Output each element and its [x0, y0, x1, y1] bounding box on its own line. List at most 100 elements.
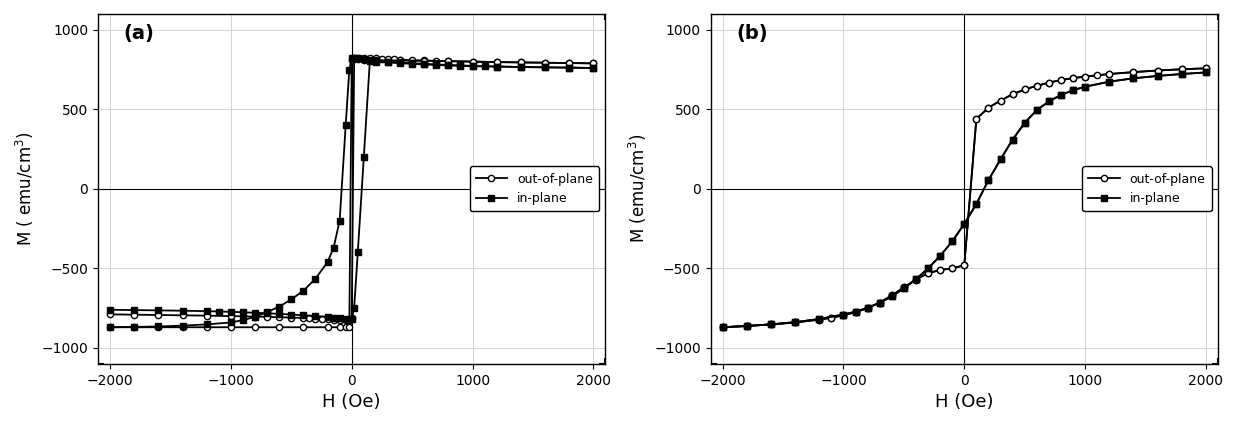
in-plane [1017, 120, 1032, 125]
out-of-plane [908, 277, 923, 282]
out-of-plane [175, 325, 190, 330]
in-plane [271, 304, 286, 309]
out-of-plane [513, 60, 528, 65]
in-plane [453, 63, 468, 68]
out-of-plane [489, 60, 504, 65]
out-of-plane [320, 325, 335, 330]
in-plane [969, 201, 984, 207]
Line: in-plane: in-plane [720, 69, 1209, 330]
Line: in-plane: in-plane [107, 54, 596, 330]
Text: (b): (b) [736, 24, 768, 43]
out-of-plane [374, 56, 389, 61]
out-of-plane [405, 58, 420, 63]
in-plane [1005, 137, 1020, 142]
in-plane [126, 324, 141, 329]
out-of-plane [994, 98, 1009, 103]
X-axis label: H (Oe): H (Oe) [935, 393, 994, 411]
out-of-plane [296, 325, 311, 330]
out-of-plane [387, 57, 401, 62]
Text: (a): (a) [124, 24, 155, 43]
in-plane [326, 245, 341, 250]
in-plane [812, 317, 826, 322]
in-plane [1101, 79, 1116, 84]
Line: out-of-plane: out-of-plane [107, 54, 596, 330]
out-of-plane [1101, 71, 1116, 76]
out-of-plane [788, 320, 803, 325]
in-plane [1198, 70, 1213, 75]
out-of-plane [103, 325, 118, 330]
in-plane [561, 65, 576, 70]
out-of-plane [429, 58, 444, 63]
out-of-plane [368, 56, 383, 61]
in-plane [836, 312, 851, 317]
in-plane [235, 317, 250, 323]
out-of-plane [416, 58, 431, 63]
in-plane [908, 277, 923, 282]
out-of-plane [921, 271, 935, 276]
in-plane [957, 221, 971, 227]
out-of-plane [969, 116, 984, 122]
out-of-plane [812, 317, 826, 322]
in-plane [405, 61, 420, 66]
in-plane [368, 58, 383, 63]
in-plane [981, 178, 996, 183]
in-plane [320, 260, 335, 265]
in-plane [465, 63, 479, 68]
out-of-plane [1053, 77, 1068, 82]
in-plane [199, 322, 214, 327]
out-of-plane [1017, 87, 1032, 92]
in-plane [151, 324, 166, 329]
in-plane [441, 62, 456, 68]
in-plane [347, 55, 362, 60]
in-plane [103, 325, 118, 330]
in-plane [740, 323, 755, 329]
out-of-plane [441, 59, 456, 64]
out-of-plane [380, 57, 395, 62]
out-of-plane [1066, 76, 1080, 81]
in-plane [849, 309, 864, 314]
out-of-plane [347, 56, 362, 61]
out-of-plane [344, 57, 359, 62]
in-plane [284, 297, 299, 302]
X-axis label: H (Oe): H (Oe) [322, 393, 380, 411]
out-of-plane [199, 325, 214, 330]
out-of-plane [836, 313, 851, 318]
out-of-plane [1078, 74, 1093, 79]
in-plane [538, 65, 553, 70]
out-of-plane [945, 266, 960, 271]
in-plane [260, 309, 275, 314]
out-of-plane [357, 55, 372, 60]
out-of-plane [1030, 83, 1044, 88]
out-of-plane [715, 325, 730, 330]
in-plane [248, 314, 263, 320]
out-of-plane [933, 267, 948, 272]
out-of-plane [223, 325, 238, 330]
in-plane [393, 60, 408, 65]
in-plane [489, 64, 504, 69]
Y-axis label: M ( emu/cm$^3$): M ( emu/cm$^3$) [14, 132, 36, 246]
out-of-plane [872, 300, 887, 305]
in-plane [945, 239, 960, 244]
out-of-plane [824, 315, 839, 320]
out-of-plane [740, 323, 755, 329]
out-of-plane [271, 325, 286, 330]
out-of-plane [860, 306, 875, 311]
out-of-plane [763, 322, 778, 327]
out-of-plane [151, 325, 166, 330]
out-of-plane [351, 55, 366, 60]
in-plane [175, 323, 190, 328]
in-plane [1042, 99, 1057, 104]
out-of-plane [586, 61, 601, 66]
Line: out-of-plane: out-of-plane [720, 65, 1209, 330]
in-plane [897, 286, 912, 291]
in-plane [332, 218, 347, 223]
in-plane [1078, 84, 1093, 89]
out-of-plane [561, 60, 576, 65]
in-plane [933, 253, 948, 258]
Legend: out-of-plane, in-plane: out-of-plane, in-plane [1082, 167, 1212, 211]
out-of-plane [1175, 67, 1189, 72]
in-plane [223, 320, 238, 325]
in-plane [1053, 93, 1068, 98]
out-of-plane [248, 325, 263, 330]
out-of-plane [849, 309, 864, 314]
